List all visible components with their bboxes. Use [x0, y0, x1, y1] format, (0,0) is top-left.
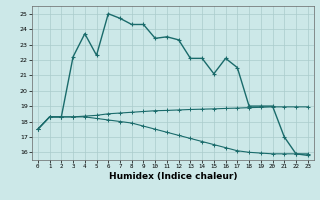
X-axis label: Humidex (Indice chaleur): Humidex (Indice chaleur) [108, 172, 237, 181]
